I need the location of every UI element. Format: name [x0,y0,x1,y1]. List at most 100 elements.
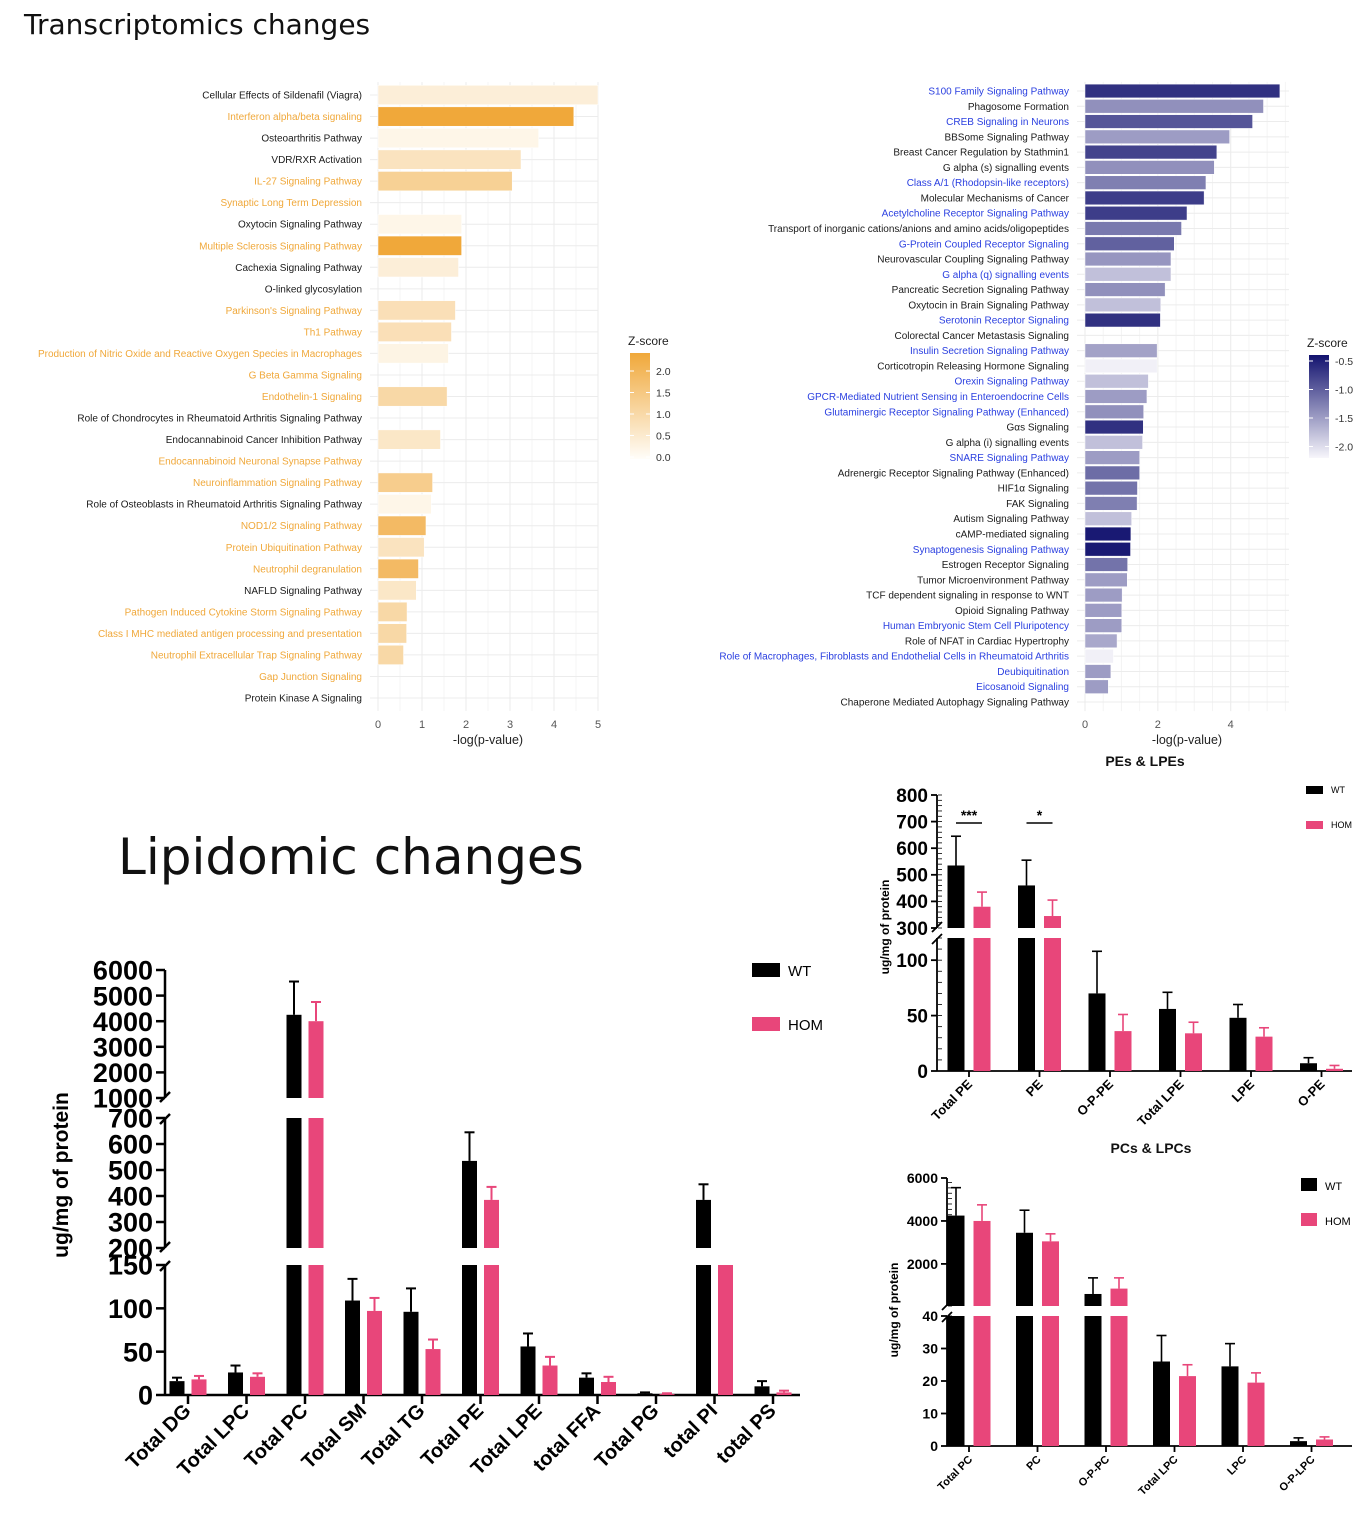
chart-transcriptomics-down: S100 Family Signaling Pathway Phagosome F… [719,81,1353,747]
pathway-bar [1084,419,1144,435]
x-tick-label: LPC [1225,1454,1249,1478]
pathway-bar [1084,282,1166,297]
pathway-label: Gαs Signaling [1007,423,1069,434]
x-tick-label: 4 [1228,719,1234,731]
x-tick-label: Total SM [298,1400,371,1473]
y-tick-label: 500 [896,866,928,887]
pathway-label: Endothelin-1 Signaling [262,392,362,403]
pathway-bar [377,580,417,601]
pathway-bar [1084,526,1132,542]
legend-colorbar [630,353,650,459]
pathway-label: BBSome Signaling Pathway [944,132,1069,143]
y-tick-label: 2000 [93,1058,153,1088]
x-tick-label: O-P-PE [1074,1076,1117,1119]
x-tick-label: 3 [507,719,513,731]
pathway-label: Osteoarthritis Pathway [261,134,362,145]
pathway-label: Class A/1 (Rhodopsin-like receptors) [907,178,1069,189]
pathway-bar [1084,251,1172,267]
y-axis-label: ug/mg of protein [887,1263,901,1358]
y-tick-label: 300 [108,1208,153,1238]
legend-label-hom: HOM [1331,820,1352,830]
bar-wt [228,1372,243,1395]
pathway-label: Production of Nitric Oxide and Reactive … [38,349,362,360]
bar-wt [403,1311,419,1395]
bar-hom [1255,1036,1273,1071]
y-tick-label: 150 [108,1251,153,1281]
pathway-label: CREB Signaling in Neurons [946,117,1069,128]
pathway-bar [1084,236,1175,251]
bar-wt [947,1316,965,1446]
pathway-label: IL-27 Signaling Pathway [254,177,362,188]
pathway-label: Insulin Secretion Signaling Pathway [910,346,1069,357]
pathway-label: O-linked glycosylation [265,284,362,295]
bar-hom [308,1021,324,1098]
bar-wt [1088,993,1106,1071]
bar-wt [947,865,965,928]
bar-wt [1084,1293,1102,1306]
x-tick-label: 0 [1082,719,1088,731]
pathway-bar [1084,129,1230,144]
bar-wt [1221,1366,1239,1446]
pathway-bar [1084,450,1140,465]
legend-colorbar [1309,355,1329,458]
x-axis-label: -log(p-value) [1152,733,1222,747]
pathway-label: Molecular Mechanisms of Cancer [921,193,1070,204]
legend-label-wt: WT [1325,1181,1342,1193]
bar-hom [484,1199,499,1248]
bar-hom [191,1379,207,1395]
pathway-bar [1084,435,1143,450]
lipidomics-heading: Lipidomic changes [118,828,584,886]
x-tick-label: PC [1024,1454,1043,1473]
y-tick-label: 0 [917,1062,928,1083]
x-tick-label: 2 [463,719,469,731]
y-tick-label: 50 [907,1006,928,1027]
pathway-bar [1084,664,1112,679]
pathway-label: Acetylcholine Receptor Signaling Pathway [882,209,1069,220]
pathway-bar [1084,374,1149,389]
pathway-bar [1084,175,1207,190]
bar-hom [1044,916,1061,928]
pathway-label: Endocannabinoid Neuronal Synapse Pathway [159,457,362,468]
y-tick-label: 500 [108,1156,153,1186]
pathway-bar [1084,190,1205,206]
pathway-label: Role of Macrophages, Fibroblasts and End… [719,652,1069,663]
x-tick-label: Total PE [928,1076,975,1123]
y-tick-label: 3000 [93,1033,153,1063]
pathway-bar [1084,160,1215,175]
pathway-bar [1084,404,1144,419]
bar-hom [973,906,991,928]
pathway-label: NOD1/2 Signaling Pathway [241,521,362,532]
y-tick-label: 6000 [93,956,153,986]
pathway-bar [377,214,462,235]
pathway-bar [377,537,425,558]
pathway-label: G-Protein Coupled Receptor Signaling [899,239,1069,250]
bar-hom [1110,1316,1128,1446]
pathway-label: Phagosome Formation [968,102,1069,113]
chart-transcriptomics-up: Cellular Effects of Sildenafil (Viagra) I… [38,82,671,747]
pathway-bar [377,106,575,127]
pathway-label: FAK Signaling [1006,499,1069,510]
pathway-label: Role of NFAT in Cardiac Hypertrophy [905,636,1069,647]
bar-hom [1042,1241,1059,1306]
chart-title: PCs & LPCs [1111,1140,1192,1156]
x-tick-label: total PS [712,1400,780,1468]
pathway-bar [377,558,419,579]
pathway-bar [1084,114,1253,129]
bar-wt [1300,1063,1317,1071]
pathway-label: Interferon alpha/beta signaling [227,112,362,123]
bar-wt [947,1215,965,1306]
pathway-bar [377,321,452,342]
pathway-label: Orexin Signaling Pathway [954,377,1069,388]
pathway-bar [1084,603,1123,618]
bar-wt [1084,1316,1102,1446]
pathway-bar [1084,587,1123,603]
pathway-bar [377,171,513,192]
bar-wt [754,1386,770,1395]
pathway-label: NAFLD Signaling Pathway [244,586,362,597]
pathway-bar [1084,649,1114,664]
x-tick-label: O-P-PC [1076,1454,1112,1490]
bar-hom [1316,1439,1333,1446]
bar-wt [1290,1441,1307,1446]
bar-wt [696,1265,711,1395]
y-tick-label: 20 [922,1373,938,1389]
